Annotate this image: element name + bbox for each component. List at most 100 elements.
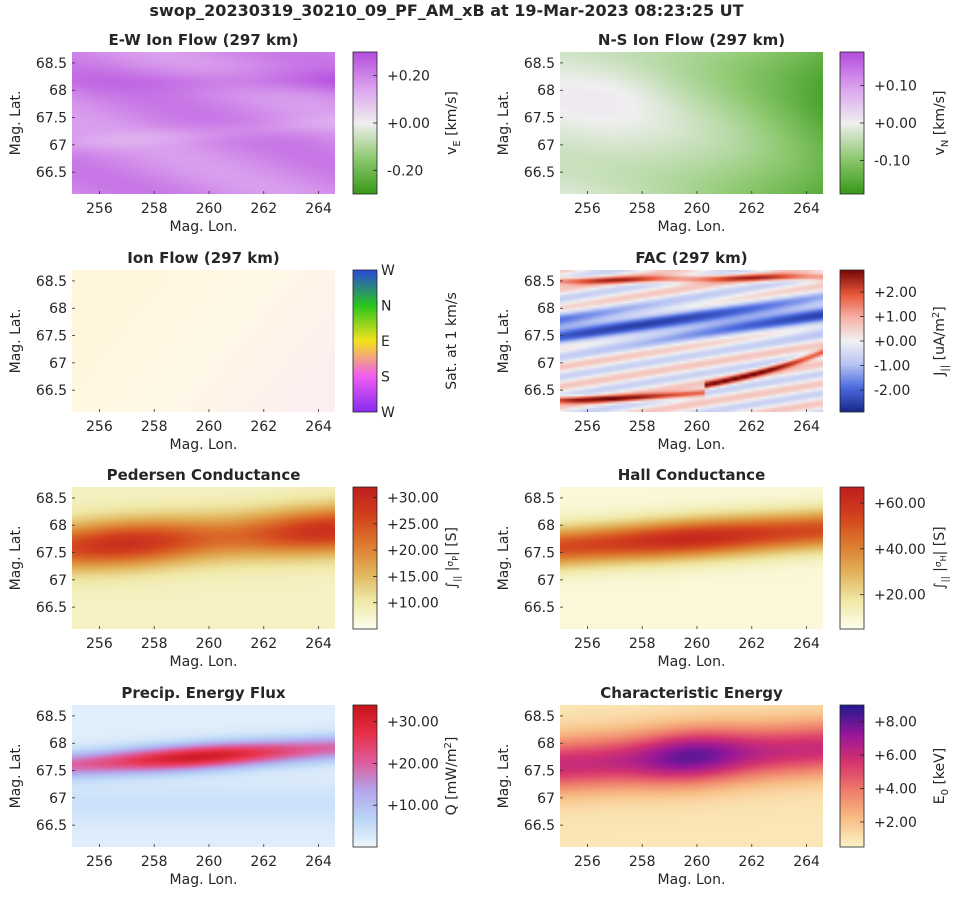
x-tick-label: 260	[196, 419, 223, 435]
heatmap-image	[72, 487, 335, 629]
colorbar-label: E0 [keV]	[932, 748, 951, 804]
colorbar-tick-label: +4.00	[874, 782, 917, 798]
heatmap-image	[560, 705, 823, 847]
x-tick-label: 260	[196, 854, 223, 870]
y-axis-label: Mag. Lat.	[496, 744, 512, 809]
y-tick-label: 67.5	[524, 764, 555, 780]
y-tick-label: 66.5	[524, 600, 555, 616]
colorbar-tick-label: +1.00	[874, 310, 917, 326]
x-tick-label: 262	[250, 419, 277, 435]
colorbar-tick-label: N	[381, 299, 391, 315]
x-tick-label: 262	[738, 636, 765, 652]
colorbar-tick-label: +2.00	[874, 815, 917, 831]
y-tick-label: 66.5	[36, 600, 67, 616]
y-tick-label: 68	[49, 301, 67, 317]
x-tick-label: 262	[250, 201, 277, 217]
y-tick-label: 68.5	[36, 274, 67, 290]
y-tick-label: 68	[49, 736, 67, 752]
y-tick-label: 67	[537, 573, 555, 589]
panel-ionflow: Ion Flow (297 km) 256 258 260 262 264 68.5 68 67…	[8, 249, 460, 453]
x-tick-label: 256	[574, 419, 601, 435]
y-tick-label: 68	[537, 301, 555, 317]
x-axis-label: Mag. Lon.	[658, 219, 726, 235]
y-tick-label: 67	[49, 573, 67, 589]
x-tick-label: 256	[574, 636, 601, 652]
x-axis-label: Mag. Lon.	[170, 219, 238, 235]
panel-ns: N-S Ion Flow (297 km) 256 258 260 262 264 68.5…	[496, 31, 951, 235]
y-tick-label: 66.5	[524, 818, 555, 834]
colorbar-tick-label: +60.00	[874, 496, 926, 512]
colorbar-tick-label: +0.20	[387, 69, 430, 85]
colorbar-frame	[352, 486, 378, 630]
x-axis-label: Mag. Lon.	[658, 437, 726, 453]
figure-title: swop_20230319_30210_09_PF_AM_xB at 19-Ma…	[149, 1, 744, 20]
heatmap-image	[560, 52, 823, 194]
x-tick-label: 264	[305, 201, 332, 217]
y-tick-label: 68	[537, 736, 555, 752]
colorbar-tick-label: +0.10	[874, 79, 917, 95]
colorbar-frame	[352, 269, 378, 413]
y-tick-label: 67.5	[36, 764, 67, 780]
y-tick-label: 68.5	[524, 274, 555, 290]
y-tick-label: 67	[537, 138, 555, 154]
x-tick-label: 256	[86, 854, 113, 870]
colorbar-frame	[352, 704, 378, 848]
x-tick-label: 264	[793, 854, 820, 870]
x-tick-label: 258	[629, 636, 656, 652]
panel-ew: E-W Ion Flow (297 km) 256 258 260 262 264 68.5…	[8, 31, 463, 235]
colorbar-tick-label: +40.00	[874, 542, 926, 558]
panel-title: N-S Ion Flow (297 km)	[598, 31, 785, 49]
y-tick-label: 66.5	[36, 165, 67, 181]
colorbar-tick-label: +10.00	[387, 596, 439, 612]
colorbar-tick-label: +20.00	[387, 756, 439, 772]
y-tick-label: 68.5	[36, 709, 67, 725]
colorbar-tick-label: +20.00	[387, 543, 439, 559]
panel-fac: FAC (297 km) 256 258 260 262 264 68.5 68 67.5 67 6…	[496, 249, 951, 453]
x-tick-label: 262	[738, 201, 765, 217]
colorbar-tick-label: -1.00	[874, 358, 910, 374]
y-tick-label: 66.5	[36, 818, 67, 834]
y-tick-label: 67	[537, 356, 555, 372]
colorbar-tick-label: +0.00	[874, 334, 917, 350]
x-tick-label: 260	[684, 419, 711, 435]
x-axis-label: Mag. Lon.	[658, 872, 726, 888]
colorbar-label: vN [km/s]	[932, 91, 951, 156]
y-tick-label: 67.5	[36, 546, 67, 562]
colorbar-tick-label: S	[381, 370, 390, 386]
x-tick-label: 258	[141, 636, 168, 652]
colorbar	[353, 705, 377, 847]
x-tick-label: 258	[141, 201, 168, 217]
colorbar-frame	[839, 704, 865, 848]
y-tick-label: 67.5	[36, 329, 67, 345]
colorbar-tick-label: +15.00	[387, 569, 439, 585]
x-tick-label: 258	[629, 419, 656, 435]
x-tick-label: 260	[684, 854, 711, 870]
heatmap-image	[72, 52, 335, 194]
x-axis-label: Mag. Lon.	[170, 872, 238, 888]
colorbar-tick-label: +0.00	[387, 116, 430, 132]
y-tick-label: 68.5	[524, 491, 555, 507]
x-tick-label: 264	[305, 636, 332, 652]
y-tick-label: 68.5	[36, 56, 67, 72]
x-tick-label: 264	[793, 636, 820, 652]
y-tick-label: 68	[537, 518, 555, 534]
x-tick-label: 260	[196, 636, 223, 652]
colorbar-tick-label: -0.10	[874, 153, 910, 169]
y-tick-label: 67	[49, 356, 67, 372]
colorbar-label: ∫|| |σH| [S]	[932, 526, 951, 589]
x-tick-label: 258	[629, 201, 656, 217]
colorbar	[353, 270, 377, 412]
colorbar-frame	[839, 486, 865, 630]
x-tick-label: 256	[86, 636, 113, 652]
x-tick-label: 264	[305, 419, 332, 435]
x-tick-label: 260	[684, 636, 711, 652]
heatmap-image	[560, 487, 823, 629]
colorbar-tick-label: +20.00	[874, 588, 926, 604]
y-tick-label: 67	[49, 791, 67, 807]
colorbar-label: Sat. at 1 km/s	[444, 292, 460, 390]
heatmap-image	[72, 270, 335, 412]
y-axis-label: Mag. Lat.	[8, 526, 24, 591]
colorbar-tick-label: +25.00	[387, 517, 439, 533]
y-tick-label: 66.5	[524, 383, 555, 399]
y-axis-label: Mag. Lat.	[496, 526, 512, 591]
